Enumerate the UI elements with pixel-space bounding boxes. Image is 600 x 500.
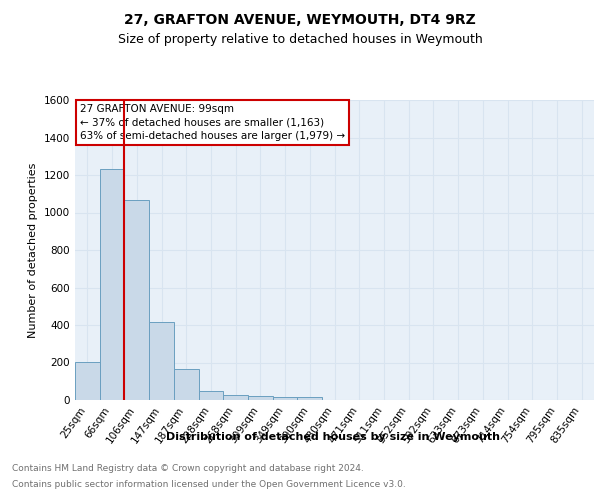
Bar: [149, 322, 174, 400]
Bar: [223, 396, 248, 400]
Bar: [298, 397, 322, 400]
Bar: [273, 397, 298, 400]
Bar: [100, 170, 124, 400]
Text: Contains public sector information licensed under the Open Government Licence v3: Contains public sector information licen…: [12, 480, 406, 489]
Text: Distribution of detached houses by size in Weymouth: Distribution of detached houses by size …: [166, 432, 500, 442]
Bar: [124, 200, 149, 400]
Text: 27 GRAFTON AVENUE: 99sqm
← 37% of detached houses are smaller (1,163)
63% of sem: 27 GRAFTON AVENUE: 99sqm ← 37% of detach…: [80, 104, 346, 141]
Y-axis label: Number of detached properties: Number of detached properties: [28, 162, 38, 338]
Text: Size of property relative to detached houses in Weymouth: Size of property relative to detached ho…: [118, 32, 482, 46]
Text: 27, GRAFTON AVENUE, WEYMOUTH, DT4 9RZ: 27, GRAFTON AVENUE, WEYMOUTH, DT4 9RZ: [124, 12, 476, 26]
Bar: [199, 391, 223, 400]
Bar: [75, 362, 100, 400]
Text: Contains HM Land Registry data © Crown copyright and database right 2024.: Contains HM Land Registry data © Crown c…: [12, 464, 364, 473]
Bar: [174, 369, 199, 400]
Bar: [248, 396, 273, 400]
